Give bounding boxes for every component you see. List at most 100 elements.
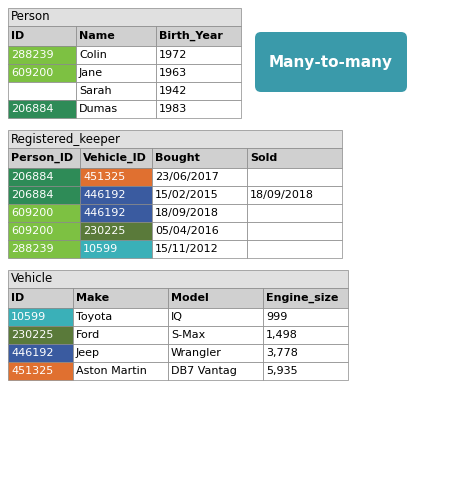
Text: 230225: 230225: [11, 330, 53, 340]
Bar: [263, 288, 348, 308]
Text: Make: Make: [76, 293, 109, 303]
Bar: [8, 270, 348, 288]
Bar: [73, 344, 168, 362]
Bar: [8, 82, 76, 100]
Text: 446192: 446192: [83, 190, 126, 200]
Bar: [76, 100, 156, 118]
Bar: [152, 222, 247, 240]
Bar: [168, 326, 263, 344]
Text: S-Max: S-Max: [171, 330, 205, 340]
Text: 5,935: 5,935: [266, 366, 298, 376]
Bar: [8, 26, 76, 46]
Bar: [156, 100, 241, 118]
Bar: [73, 288, 168, 308]
Text: Colin: Colin: [79, 50, 107, 60]
Text: 206884: 206884: [11, 172, 53, 182]
Bar: [8, 204, 80, 222]
Text: Jeep: Jeep: [76, 348, 100, 358]
Text: 609200: 609200: [11, 68, 53, 78]
Bar: [263, 344, 348, 362]
Text: ID: ID: [11, 31, 24, 41]
Bar: [156, 26, 241, 46]
Text: 05/04/2016: 05/04/2016: [155, 226, 219, 236]
Bar: [168, 344, 263, 362]
Text: Person: Person: [11, 10, 50, 24]
Text: 451325: 451325: [83, 172, 125, 182]
Bar: [8, 308, 73, 326]
Text: Vehicle: Vehicle: [11, 272, 53, 285]
Bar: [76, 64, 156, 82]
Bar: [156, 82, 241, 100]
Text: Vehicle_ID: Vehicle_ID: [83, 153, 147, 163]
Text: Engine_size: Engine_size: [266, 293, 338, 303]
Text: 10599: 10599: [11, 312, 46, 322]
Bar: [8, 130, 342, 148]
Bar: [8, 288, 73, 308]
Bar: [247, 204, 342, 222]
Bar: [80, 204, 152, 222]
Text: 10599: 10599: [83, 244, 118, 254]
Bar: [80, 168, 152, 186]
Text: 999: 999: [266, 312, 288, 322]
Text: Registered_keeper: Registered_keeper: [11, 132, 121, 145]
Bar: [263, 326, 348, 344]
Text: 1963: 1963: [159, 68, 187, 78]
Text: 446192: 446192: [11, 348, 53, 358]
Text: 288239: 288239: [11, 244, 54, 254]
Text: Ford: Ford: [76, 330, 100, 340]
Text: Model: Model: [171, 293, 209, 303]
Bar: [76, 82, 156, 100]
Text: 23/06/2017: 23/06/2017: [155, 172, 219, 182]
Bar: [247, 168, 342, 186]
Bar: [247, 148, 342, 168]
Text: 451325: 451325: [11, 366, 53, 376]
Text: ID: ID: [11, 293, 24, 303]
Text: 18/09/2018: 18/09/2018: [155, 208, 219, 218]
Bar: [263, 362, 348, 380]
Text: 15/02/2015: 15/02/2015: [155, 190, 219, 200]
Bar: [8, 222, 80, 240]
Bar: [80, 148, 152, 168]
Text: Person_ID: Person_ID: [11, 153, 73, 163]
Bar: [8, 100, 76, 118]
Bar: [8, 240, 80, 258]
Bar: [8, 148, 80, 168]
Text: 1983: 1983: [159, 104, 187, 114]
Text: Dumas: Dumas: [79, 104, 118, 114]
Bar: [73, 326, 168, 344]
Bar: [80, 222, 152, 240]
Bar: [8, 186, 80, 204]
Bar: [73, 308, 168, 326]
Text: 3,778: 3,778: [266, 348, 298, 358]
Text: 446192: 446192: [83, 208, 126, 218]
Bar: [156, 46, 241, 64]
Bar: [80, 240, 152, 258]
Text: Toyota: Toyota: [76, 312, 112, 322]
Text: 1942: 1942: [159, 86, 188, 96]
Bar: [247, 222, 342, 240]
Text: IQ: IQ: [171, 312, 183, 322]
Bar: [76, 46, 156, 64]
Bar: [152, 204, 247, 222]
Bar: [168, 288, 263, 308]
Bar: [152, 240, 247, 258]
Text: 206884: 206884: [11, 190, 53, 200]
Text: 18/09/2018: 18/09/2018: [250, 190, 314, 200]
Bar: [168, 308, 263, 326]
Text: Wrangler: Wrangler: [171, 348, 222, 358]
Bar: [152, 186, 247, 204]
FancyBboxPatch shape: [255, 32, 407, 92]
Text: 206884: 206884: [11, 104, 53, 114]
Text: 230225: 230225: [83, 226, 125, 236]
Bar: [8, 168, 80, 186]
Text: Jane: Jane: [79, 68, 103, 78]
Text: DB7 Vantag: DB7 Vantag: [171, 366, 237, 376]
Bar: [8, 46, 76, 64]
Bar: [8, 8, 241, 26]
Bar: [80, 186, 152, 204]
Bar: [247, 186, 342, 204]
Bar: [152, 168, 247, 186]
Text: 609200: 609200: [11, 226, 53, 236]
Bar: [247, 240, 342, 258]
Text: Many-to-many: Many-to-many: [269, 54, 393, 70]
